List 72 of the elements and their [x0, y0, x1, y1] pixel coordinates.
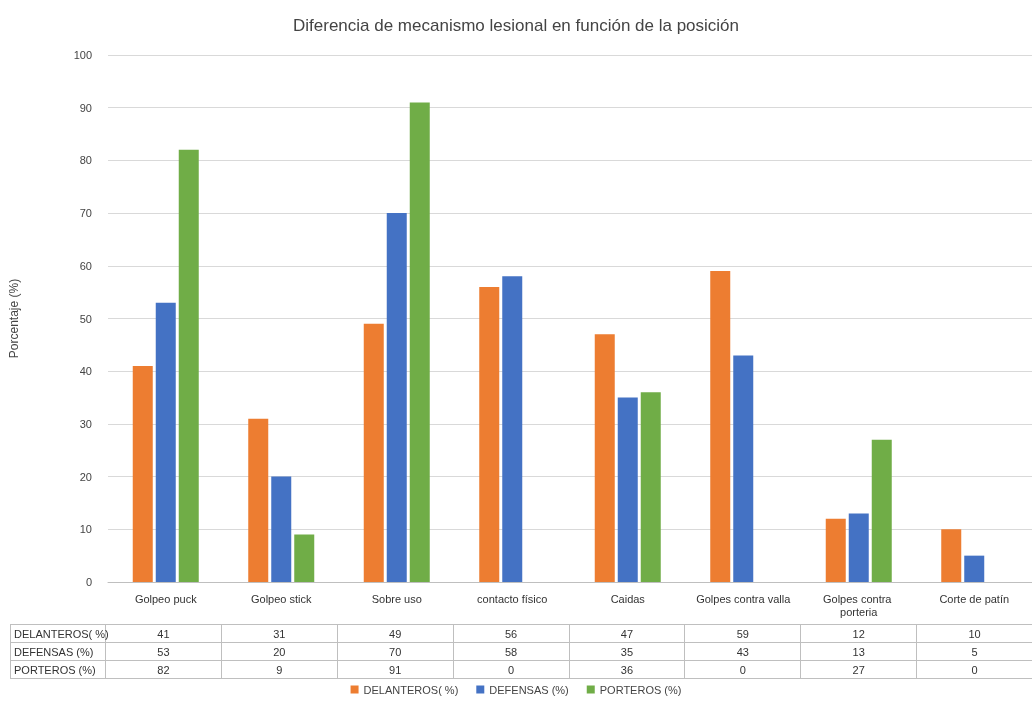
data-label: 70	[337, 642, 454, 661]
bar	[479, 286, 500, 582]
data-label: 58	[453, 642, 569, 661]
bar	[640, 392, 661, 582]
legend-label: PORTEROS (%)	[599, 683, 682, 696]
x-tick-label: contacto físico	[477, 592, 548, 605]
y-tick-label: 70	[79, 207, 92, 220]
chart-title: Diferencia de mecanismo lesional en función de la posición	[292, 16, 740, 35]
bar	[409, 102, 430, 582]
x-tick-label: Golpeo stick	[250, 592, 313, 605]
bar	[363, 323, 384, 582]
bar	[848, 513, 869, 582]
x-tick-label: Caidas	[610, 592, 646, 605]
y-tick-label: 40	[79, 365, 92, 378]
data-label: 41	[157, 627, 170, 640]
data-label: 35	[569, 642, 685, 661]
bar	[386, 213, 407, 582]
data-label: 49	[337, 624, 454, 643]
data-label: 59	[684, 624, 801, 643]
bar	[941, 529, 962, 582]
y-tick-label: 20	[79, 470, 92, 483]
data-label: 53	[105, 642, 222, 661]
bar	[871, 439, 892, 582]
bar	[594, 334, 615, 582]
text: DEFENSAS (%)	[14, 645, 94, 658]
data-label: 27	[800, 660, 917, 679]
bar	[964, 555, 985, 582]
bar	[155, 302, 176, 582]
text: DELANTEROS( %)	[14, 627, 109, 640]
data-label: 47	[569, 624, 685, 643]
data-label: 82	[105, 660, 222, 679]
bar	[294, 534, 315, 582]
bar	[132, 365, 153, 582]
y-tick-label: 60	[79, 259, 92, 272]
x-tick-label: Corte de patín	[939, 592, 1010, 605]
data-label: 9	[221, 660, 338, 679]
x-tick-label: Golpes contra valla	[696, 592, 792, 605]
bar	[617, 397, 638, 582]
bar	[248, 418, 269, 582]
bar	[825, 518, 846, 582]
y-tick-label: 90	[79, 101, 92, 114]
data-label: 13	[800, 642, 917, 661]
bar	[178, 149, 199, 582]
data-label: 31	[221, 624, 338, 643]
y-tick-label: 0	[85, 576, 92, 588]
bar	[710, 271, 731, 582]
data-label: 12	[800, 624, 917, 643]
data-label: 5	[916, 642, 1032, 661]
legend-label: DELANTEROS( %)	[363, 683, 459, 696]
bar	[502, 276, 523, 582]
data-label: 10	[916, 624, 1032, 643]
data-label: 36	[569, 660, 685, 679]
data-label: 20	[221, 642, 338, 661]
x-tick-label: Sobre uso	[371, 592, 422, 605]
data-label: 0	[684, 660, 801, 679]
data-label: 0	[453, 660, 569, 679]
y-tick-label: 100	[73, 49, 92, 61]
x-tick-label: Golpes contra porteria	[822, 592, 895, 618]
y-tick-label: 80	[79, 154, 92, 167]
y-tick-label: 50	[79, 312, 92, 325]
y-axis-title: Porcentaje (%)	[7, 278, 21, 359]
y-tick-label: 10	[79, 523, 92, 536]
bar	[733, 355, 754, 582]
legend-label: DEFENSAS (%)	[489, 683, 569, 696]
data-label: 56	[453, 624, 569, 643]
text: PORTEROS (%)	[14, 663, 96, 676]
bar	[271, 476, 292, 582]
data-label: 43	[684, 642, 801, 661]
y-tick-label: 30	[79, 417, 92, 430]
x-tick-label: Golpeo puck	[134, 592, 198, 605]
data-label: 91	[337, 660, 454, 679]
data-label: 0	[916, 660, 1032, 679]
